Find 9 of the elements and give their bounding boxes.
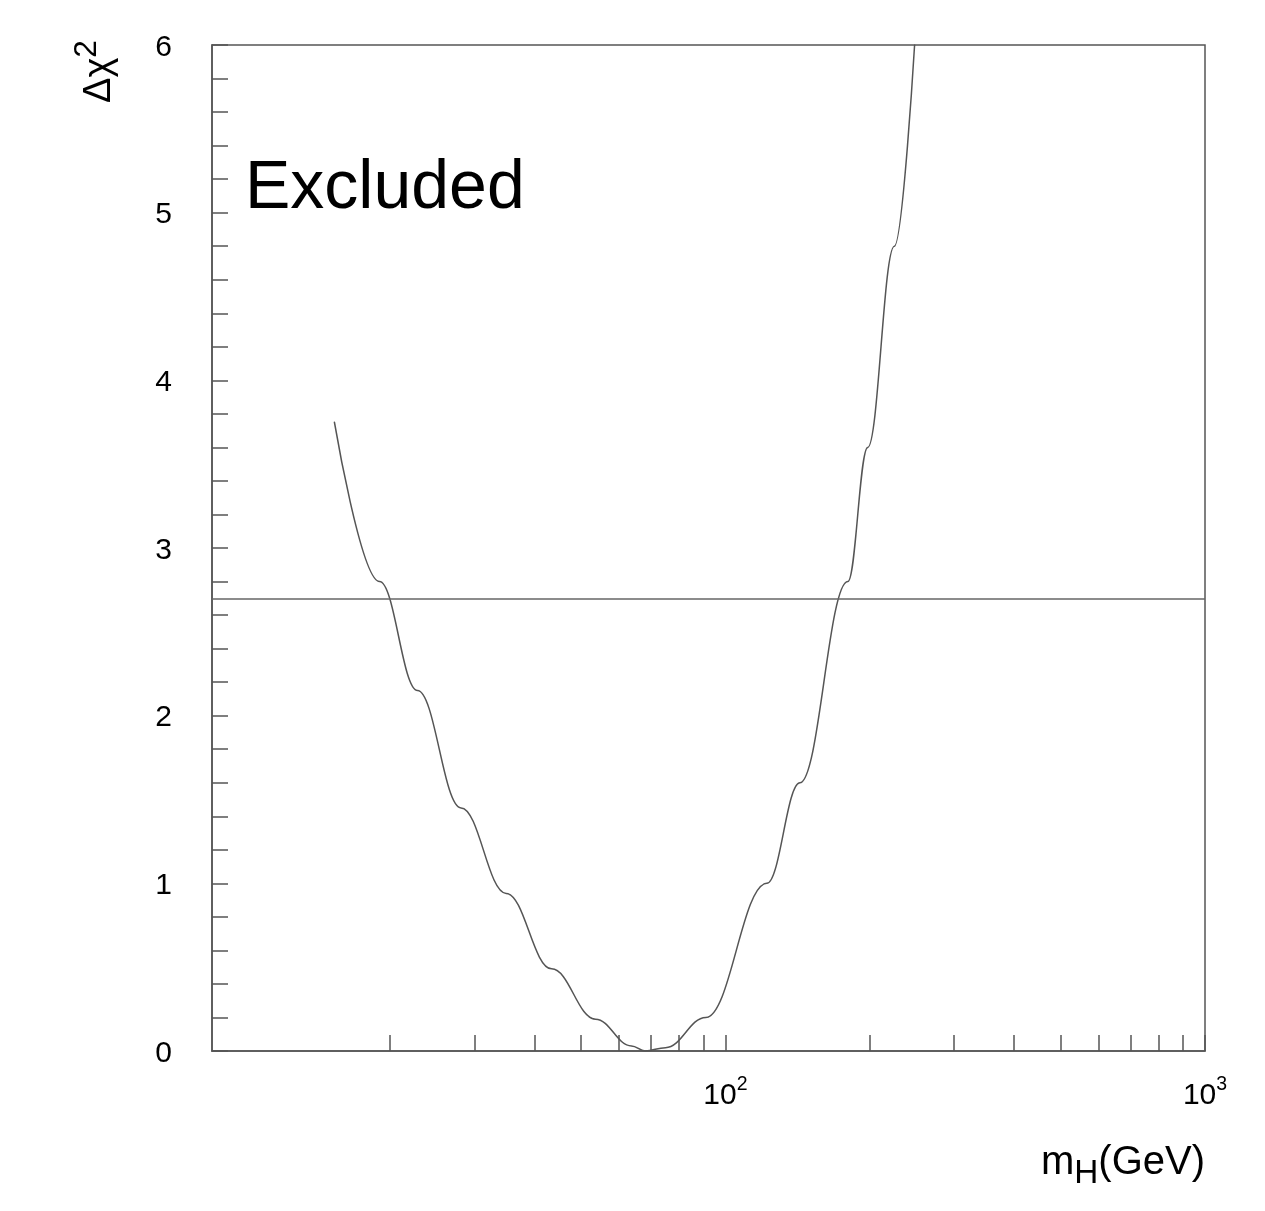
x-axis-title: m$_{H}$(GeV): [1040, 1138, 1205, 1190]
y-tick-label: 0: [155, 1034, 172, 1068]
y-tick-label: 1: [155, 866, 172, 900]
y-tick-label: 2: [155, 699, 172, 733]
y-tick-label: 3: [155, 531, 172, 565]
y-tick-label: 4: [155, 363, 172, 397]
y-tick-label: 6: [155, 28, 172, 62]
annotation: Excluded: [245, 146, 525, 222]
y-tick-label: 5: [155, 196, 172, 230]
